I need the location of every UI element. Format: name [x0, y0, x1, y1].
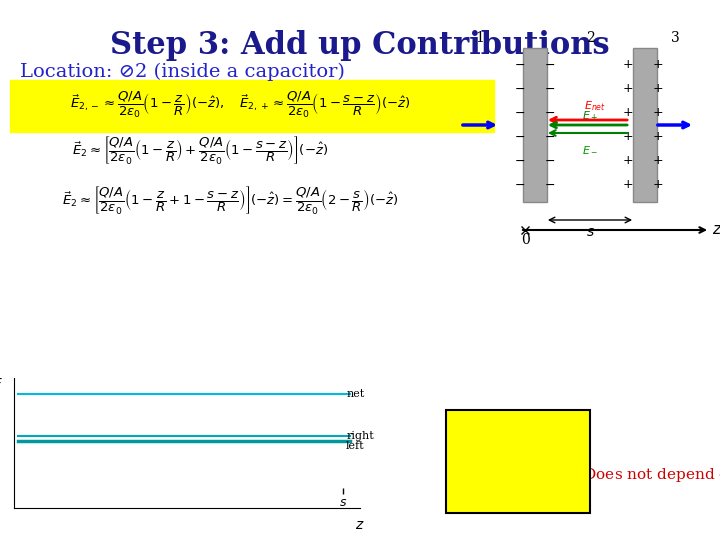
left	[10, 438, 19, 444]
Text: −: −	[545, 179, 555, 192]
Text: −: −	[545, 83, 555, 96]
Text: −: −	[515, 106, 526, 119]
Text: $\vec{E}_2 \approx \left[\dfrac{Q/A}{2\varepsilon_0}\left(1 - \dfrac{z}{R}\right: $\vec{E}_2 \approx \left[\dfrac{Q/A}{2\v…	[72, 134, 328, 166]
Text: $s$: $s$	[338, 496, 347, 509]
Text: Step 3: Add up Contributions: Step 3: Add up Contributions	[110, 30, 610, 61]
right	[10, 433, 19, 440]
net	[44, 391, 53, 397]
Text: −: −	[545, 131, 555, 144]
Text: $s$: $s$	[585, 225, 595, 239]
Text: $E_-$: $E_-$	[582, 145, 598, 155]
Text: $E_2 \approx \dfrac{Q/A}{\varepsilon_0}$: $E_2 \approx \dfrac{Q/A}{\varepsilon_0}$	[451, 456, 528, 494]
Text: $\vec{E}_{2,-} \approx \dfrac{Q/A}{2\varepsilon_0}\left(1 - \dfrac{z}{R}\right)(: $\vec{E}_{2,-} \approx \dfrac{Q/A}{2\var…	[70, 90, 410, 120]
Text: right: right	[346, 431, 374, 441]
Text: $E_{net}$: $E_{net}$	[584, 99, 606, 113]
Text: $E$: $E$	[0, 377, 2, 392]
FancyBboxPatch shape	[633, 48, 657, 202]
Text: −: −	[515, 131, 526, 144]
Text: −: −	[515, 154, 526, 167]
Text: left: left	[346, 441, 365, 451]
Text: +: +	[623, 179, 634, 192]
Text: 3: 3	[670, 31, 680, 45]
Text: −: −	[545, 106, 555, 119]
net	[10, 391, 19, 397]
Text: +: +	[653, 83, 663, 96]
Text: $\leftarrow$ Does not depend on $z$: $\leftarrow$ Does not depend on $z$	[560, 466, 720, 484]
Text: +: +	[653, 154, 663, 167]
FancyBboxPatch shape	[523, 48, 547, 202]
Text: Location: ⊘2 (inside a capacitor): Location: ⊘2 (inside a capacitor)	[20, 63, 345, 81]
Text: +: +	[623, 154, 634, 167]
Text: $E_+$: $E_+$	[582, 109, 598, 123]
Text: +: +	[623, 131, 634, 144]
right	[44, 433, 53, 440]
Text: 2: 2	[585, 31, 595, 45]
Text: 0: 0	[521, 233, 529, 247]
Text: −: −	[515, 179, 526, 192]
Text: $\vec{E}_2 \approx \left[\dfrac{Q/A}{2\varepsilon_0}\left(1 - \dfrac{z}{R} + 1 -: $\vec{E}_2 \approx \left[\dfrac{Q/A}{2\v…	[62, 184, 398, 216]
Text: +: +	[653, 179, 663, 192]
Text: +: +	[623, 83, 634, 96]
Text: +: +	[623, 106, 634, 119]
Text: +: +	[653, 106, 663, 119]
Text: −: −	[515, 83, 526, 96]
Text: +: +	[653, 131, 663, 144]
Text: 1: 1	[476, 31, 485, 45]
left	[44, 438, 53, 444]
Text: −: −	[545, 58, 555, 71]
Text: net: net	[346, 389, 364, 399]
Text: −: −	[545, 154, 555, 167]
Text: $z$: $z$	[712, 223, 720, 237]
FancyBboxPatch shape	[10, 80, 494, 132]
X-axis label: $z$: $z$	[355, 518, 365, 532]
Text: +: +	[623, 58, 634, 71]
Text: +: +	[653, 58, 663, 71]
Text: −: −	[515, 58, 526, 71]
